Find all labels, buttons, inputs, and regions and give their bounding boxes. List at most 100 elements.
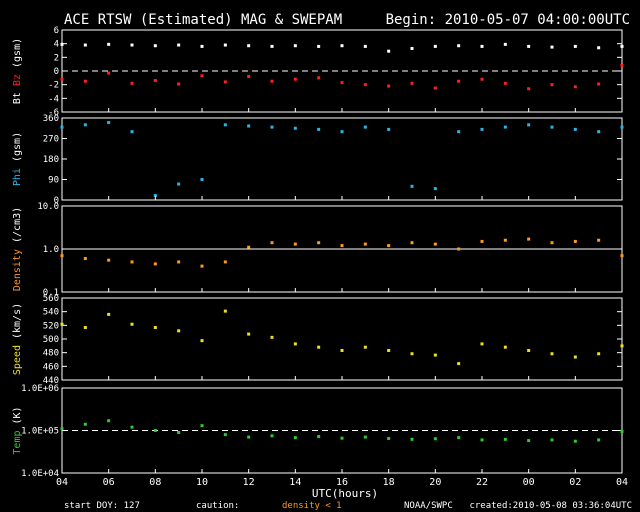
phi-point bbox=[177, 182, 181, 186]
speed-point bbox=[527, 348, 531, 352]
temp-point bbox=[363, 435, 367, 439]
density-ylabel-part: Density bbox=[12, 249, 23, 291]
density-point bbox=[200, 264, 204, 268]
temp-point bbox=[317, 435, 321, 439]
mag-ylabel-part: Bt bbox=[12, 92, 23, 104]
phi-point bbox=[153, 193, 157, 197]
bz-point bbox=[387, 84, 391, 88]
bt-point bbox=[130, 43, 134, 47]
series-density bbox=[60, 237, 624, 268]
x-axis: 04 06 08 10 12 14 16 18 20 22 00 02 04 bbox=[56, 477, 628, 488]
series-temp bbox=[60, 419, 624, 443]
temp-point bbox=[597, 438, 601, 442]
phi-point bbox=[363, 125, 367, 129]
phi-ylabel-part: Phi bbox=[12, 168, 23, 186]
bz-point bbox=[457, 79, 461, 83]
phi-point bbox=[387, 127, 391, 131]
temp-point bbox=[153, 429, 157, 432]
panel-speed: 560 540 520 500 480 460 440 Speed (km/s) bbox=[12, 294, 624, 386]
temp-ytick-label: 1.0E+05 bbox=[21, 427, 59, 437]
density-point bbox=[550, 241, 554, 245]
x-tick-label: 02 bbox=[569, 477, 581, 488]
bz-point bbox=[153, 79, 157, 83]
bz-point bbox=[177, 82, 181, 86]
temp-ylabel-part: Temp bbox=[12, 431, 23, 455]
density-point bbox=[153, 262, 157, 266]
speed-point bbox=[83, 326, 87, 330]
bt-point bbox=[550, 45, 554, 49]
speed-ylabel-part: Speed bbox=[12, 345, 23, 375]
mag-ytick-label: -6 bbox=[48, 108, 59, 118]
mag-ytick-label: 0 bbox=[54, 67, 59, 77]
bt-point bbox=[597, 46, 601, 50]
phi-point bbox=[107, 121, 111, 125]
temp-point bbox=[130, 425, 134, 429]
bz-point bbox=[620, 64, 624, 68]
x-tick-label: 22 bbox=[476, 477, 488, 488]
temp-point bbox=[200, 424, 204, 428]
density-point bbox=[620, 254, 624, 258]
phi-point bbox=[597, 130, 601, 134]
panel-temp: 1.0E+06 1.0E+05 1.0E+04 Temp (K) bbox=[12, 384, 624, 479]
x-axis-label: UTC(hours) bbox=[312, 487, 378, 500]
mag-ytick-label: -4 bbox=[48, 94, 59, 104]
bz-point bbox=[223, 80, 227, 84]
speed-point bbox=[270, 335, 274, 339]
mag-ylabel-part: Bz bbox=[12, 74, 23, 92]
speed-ytick-label: 480 bbox=[43, 349, 59, 359]
speed-point bbox=[480, 342, 484, 346]
bt-point bbox=[433, 44, 437, 48]
density-ylabel: Density (/cm3) bbox=[12, 207, 23, 291]
bz-point bbox=[480, 77, 484, 81]
speed-ytick-label: 460 bbox=[43, 362, 59, 372]
phi-point bbox=[550, 125, 554, 129]
density-point bbox=[177, 260, 181, 264]
panel-density: 10.0 1.0 0.1 Density (/cm3) bbox=[12, 202, 624, 298]
speed-point bbox=[550, 352, 554, 356]
temp-point bbox=[410, 437, 414, 441]
bz-point bbox=[107, 71, 111, 75]
phi-point bbox=[200, 178, 204, 181]
phi-point bbox=[223, 123, 227, 127]
temp-ylabel: Temp (K) bbox=[12, 406, 23, 454]
bz-point bbox=[200, 74, 204, 78]
density-ytick-label: 0.1 bbox=[43, 288, 59, 298]
phi-ytick-label: 360 bbox=[43, 114, 59, 124]
speed-frame bbox=[61, 297, 623, 381]
bt-point bbox=[410, 46, 414, 50]
bt-point bbox=[270, 44, 274, 48]
bz-point bbox=[340, 81, 344, 85]
speed-point bbox=[620, 344, 624, 348]
density-point bbox=[573, 239, 577, 243]
phi-point bbox=[410, 184, 414, 188]
density-point bbox=[527, 237, 531, 241]
speed-point bbox=[433, 353, 437, 357]
phi-point bbox=[247, 124, 251, 128]
mag-ylabel: Bt Bz (gsm) bbox=[12, 38, 23, 104]
speed-point bbox=[410, 352, 414, 356]
mag-ytick-label: 4 bbox=[54, 40, 59, 50]
speed-point bbox=[293, 342, 297, 346]
speed-point bbox=[457, 362, 461, 366]
phi-point bbox=[317, 127, 321, 131]
speed-ytick-label: 560 bbox=[43, 294, 59, 304]
bz-point bbox=[410, 81, 414, 85]
mag-ytick-label: -2 bbox=[48, 81, 59, 91]
bt-point bbox=[527, 44, 531, 48]
series-bt bbox=[60, 42, 624, 53]
temp-point bbox=[527, 439, 531, 443]
series-speed bbox=[60, 309, 624, 366]
x-tick-label: 16 bbox=[336, 477, 348, 488]
speed-point bbox=[223, 309, 227, 313]
speed-ytick-label: 500 bbox=[43, 335, 59, 345]
bz-point bbox=[433, 86, 437, 90]
density-point bbox=[223, 260, 227, 264]
density-point bbox=[503, 238, 507, 242]
density-point bbox=[247, 245, 251, 249]
phi-ytick-label: 90 bbox=[48, 176, 59, 186]
phi-ytick-label: 0 bbox=[54, 196, 59, 206]
density-point bbox=[387, 244, 391, 248]
temp-ylabel-part: (K) bbox=[12, 406, 23, 430]
phi-point bbox=[480, 127, 484, 131]
speed-point bbox=[60, 322, 64, 326]
